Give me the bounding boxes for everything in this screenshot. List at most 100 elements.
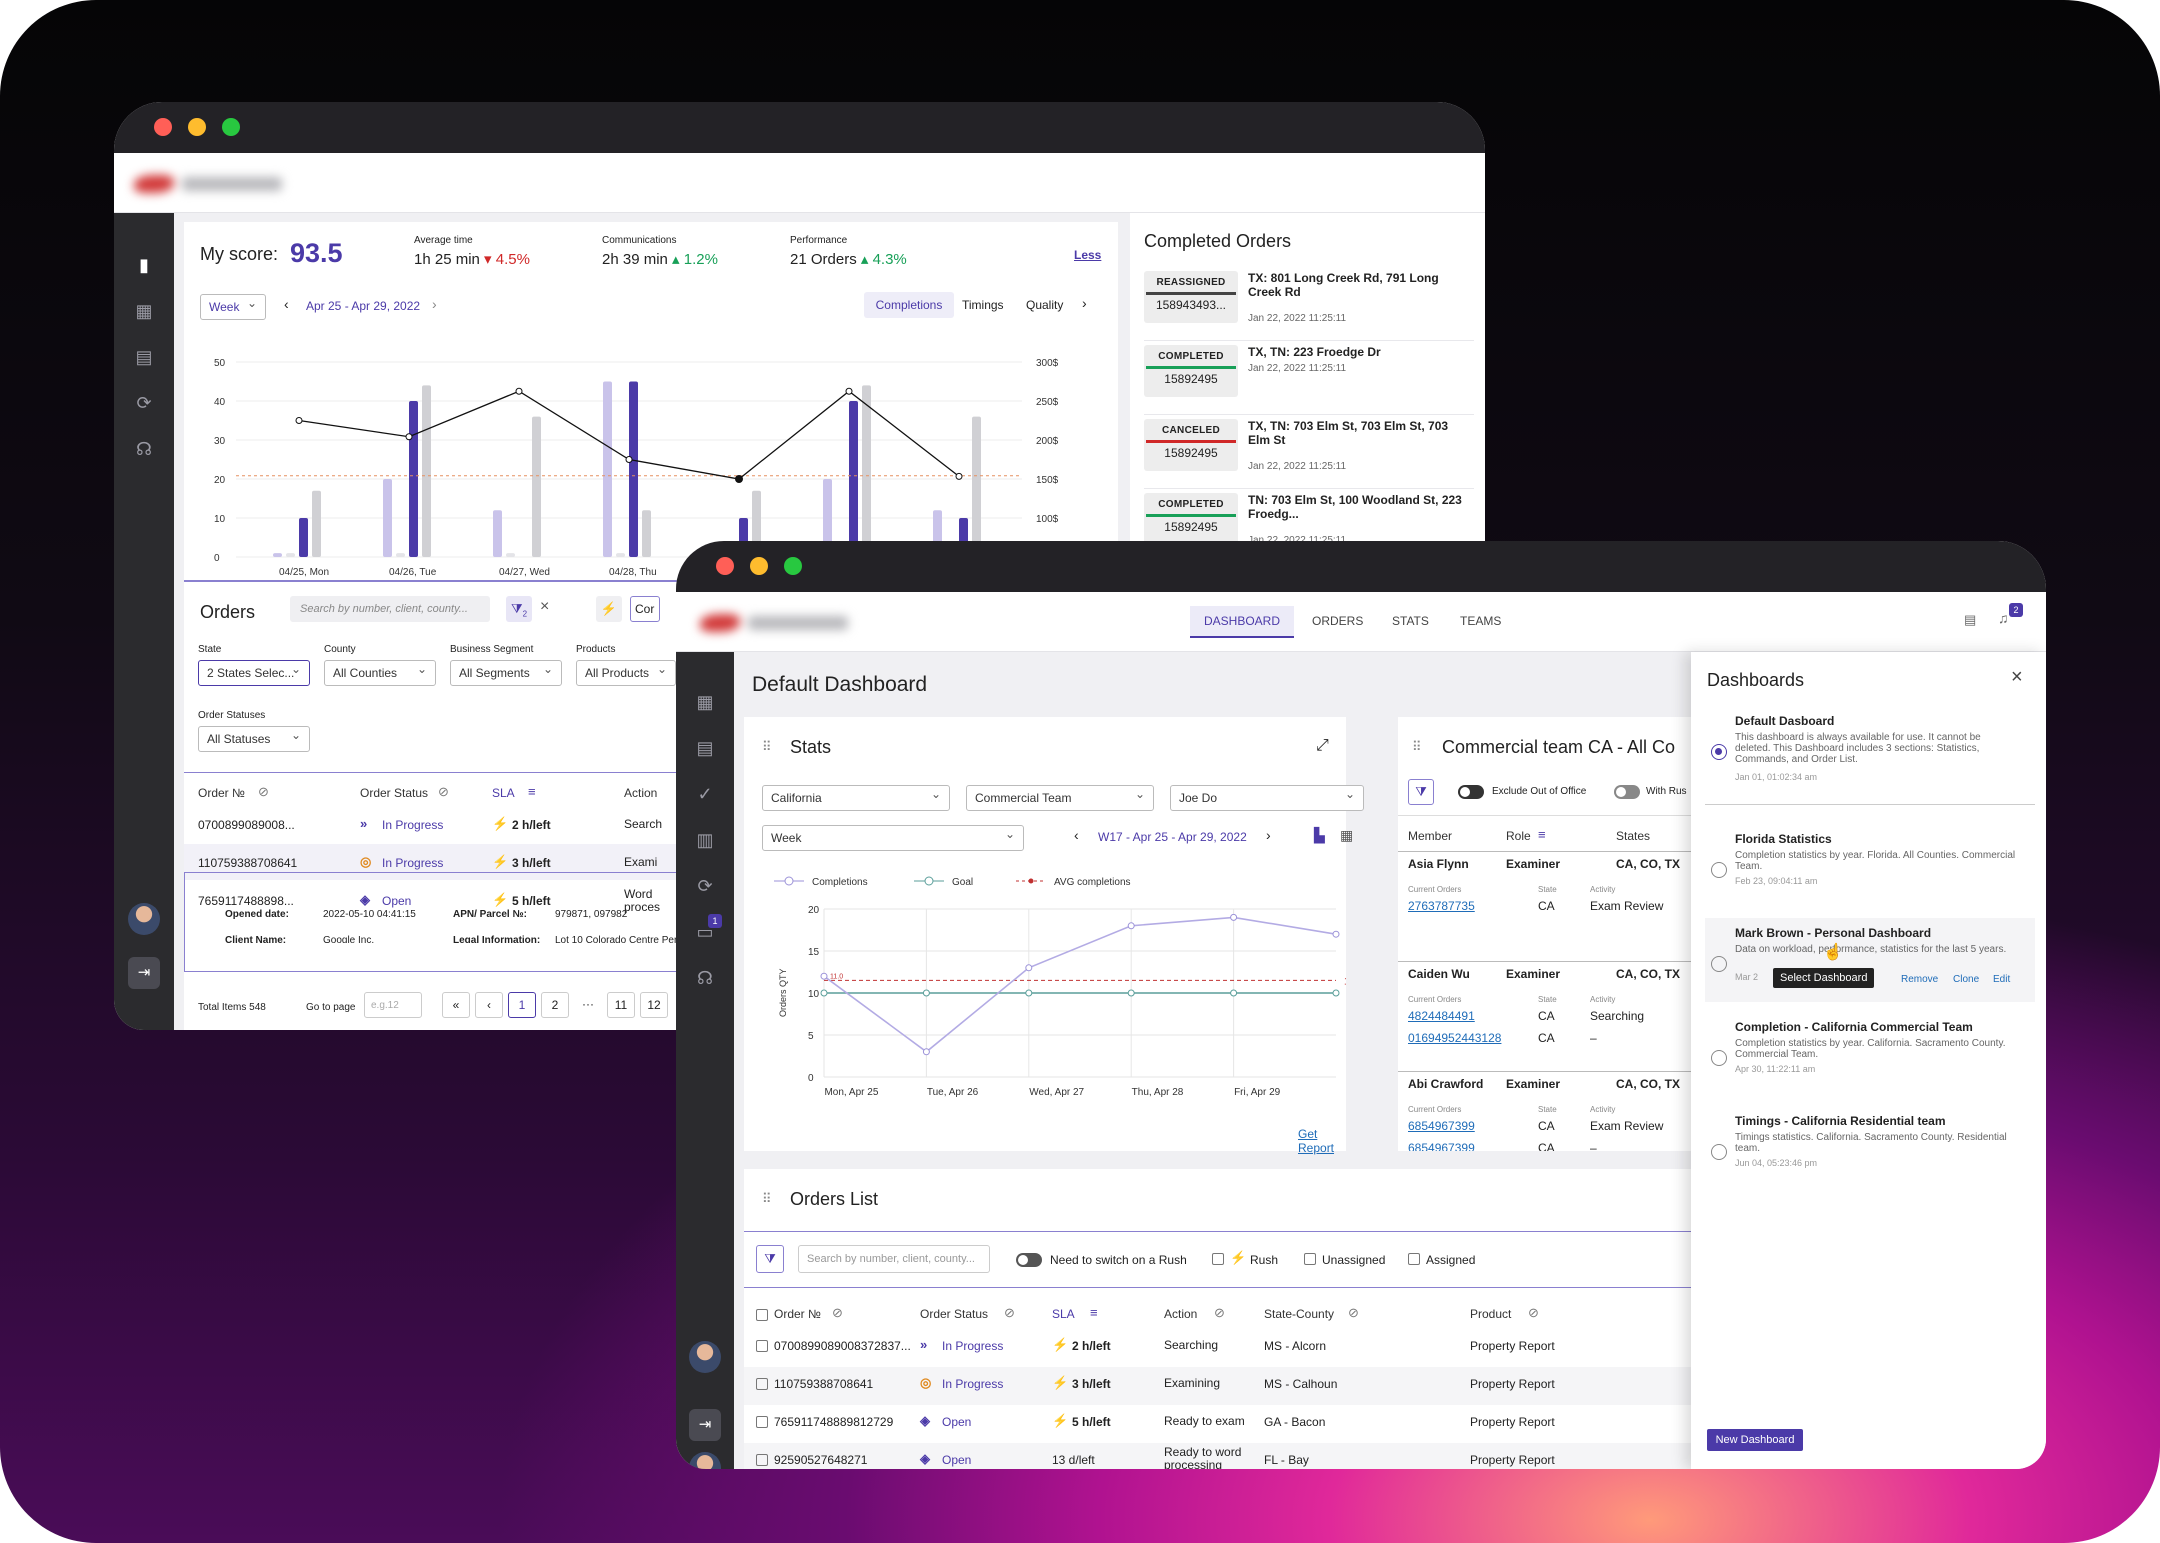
state-select[interactable]: California bbox=[762, 782, 950, 811]
page-button[interactable]: 2 bbox=[541, 992, 569, 1018]
order-link[interactable]: 2763787735 bbox=[1408, 899, 1475, 913]
dashboard-icon[interactable]: ▦ bbox=[135, 301, 153, 321]
dashboard-action-clone[interactable]: Clone bbox=[1953, 974, 1980, 985]
clear-filter-icon[interactable]: × bbox=[540, 598, 550, 615]
minimize-window-button[interactable] bbox=[188, 118, 206, 136]
table-view-icon[interactable]: ▦ bbox=[1340, 827, 1354, 843]
period-select[interactable]: Week bbox=[762, 822, 1024, 851]
dashboard-action-edit[interactable]: Edit bbox=[1993, 974, 2011, 985]
next-week-icon[interactable]: › bbox=[1266, 827, 1271, 843]
avatar[interactable] bbox=[128, 903, 160, 935]
filter-select[interactable]: 2 States Selec... bbox=[198, 657, 310, 686]
sort-filter-icon[interactable]: ⊘ bbox=[1348, 1305, 1359, 1320]
filter-icon[interactable]: ⧩2 bbox=[506, 596, 532, 622]
close-window-button[interactable] bbox=[716, 557, 734, 575]
drag-handle-icon[interactable]: ⠿ bbox=[1412, 739, 1422, 754]
page-button[interactable]: « bbox=[442, 992, 470, 1018]
order-link[interactable]: 6854967399 bbox=[1408, 1141, 1475, 1151]
chart-view-icon[interactable]: ▙ bbox=[1314, 827, 1325, 843]
documents-icon[interactable]: ▤ bbox=[696, 738, 714, 758]
minimize-window-button[interactable] bbox=[750, 557, 768, 575]
maximize-window-button[interactable] bbox=[222, 118, 240, 136]
more-tabs-icon[interactable]: › bbox=[1082, 295, 1087, 311]
close-window-button[interactable] bbox=[154, 118, 172, 136]
avatar[interactable] bbox=[689, 1452, 721, 1469]
select-all-checkbox[interactable] bbox=[756, 1309, 768, 1321]
dashboard-icon[interactable]: ▦ bbox=[696, 692, 714, 712]
period-select[interactable]: Week bbox=[200, 291, 266, 320]
row-checkbox[interactable] bbox=[756, 1454, 768, 1466]
sort-filter-icon[interactable]: ⊘ bbox=[1004, 1305, 1015, 1320]
next-period-icon[interactable]: › bbox=[432, 296, 437, 312]
filter-select[interactable]: All Segments bbox=[450, 657, 562, 686]
sort-filter-icon[interactable]: ⊘ bbox=[832, 1305, 843, 1320]
nav-teams[interactable]: TEAMS bbox=[1460, 614, 1502, 628]
rush-switch-toggle[interactable] bbox=[1016, 1253, 1042, 1267]
fullscreen-icon[interactable]: ⤢ bbox=[1316, 737, 1329, 754]
with-rush-toggle[interactable] bbox=[1614, 785, 1640, 799]
team-select[interactable]: Commercial Team bbox=[966, 782, 1154, 811]
page-button[interactable]: ‹ bbox=[475, 992, 503, 1018]
logout-icon[interactable]: ⇥ bbox=[689, 1409, 721, 1441]
sort-filter-icon[interactable]: ⊘ bbox=[1214, 1305, 1225, 1320]
page-button[interactable]: ··· bbox=[582, 997, 594, 1011]
drag-handle-icon[interactable]: ⠿ bbox=[762, 739, 772, 754]
report-icon[interactable]: ▥ bbox=[696, 830, 714, 850]
support-icon[interactable]: ☊ bbox=[136, 439, 152, 459]
role-filter-icon[interactable]: ≡ bbox=[1538, 827, 1546, 842]
filter-icon[interactable]: ⧩ bbox=[1408, 779, 1434, 805]
unassigned-checkbox[interactable] bbox=[1304, 1253, 1316, 1265]
dashboard-radio[interactable] bbox=[1711, 1144, 1727, 1160]
filter-icon[interactable]: ⧩ bbox=[756, 1245, 784, 1273]
page-button[interactable]: 12 bbox=[640, 992, 668, 1018]
dashboard-action-remove[interactable]: Remove bbox=[1901, 974, 1939, 985]
prev-period-icon[interactable]: ‹ bbox=[284, 296, 289, 312]
nav-dashboard[interactable]: DASHBOARD bbox=[1190, 606, 1294, 638]
goto-page-input[interactable]: e.g.12 bbox=[364, 992, 422, 1018]
order-link[interactable]: 6854967399 bbox=[1408, 1119, 1475, 1133]
nav-orders[interactable]: ORDERS bbox=[1312, 614, 1364, 628]
dashboard-radio[interactable] bbox=[1711, 1050, 1727, 1066]
orders-search-input[interactable]: Search by number, client, county... bbox=[798, 1245, 990, 1273]
stats-icon[interactable]: ▮ bbox=[139, 255, 149, 275]
avatar[interactable] bbox=[689, 1341, 721, 1373]
filter-select[interactable]: All Statuses bbox=[198, 723, 310, 752]
row-checkbox[interactable] bbox=[756, 1340, 768, 1352]
orders-icon[interactable]: ▤ bbox=[135, 347, 153, 367]
filter-select[interactable]: All Counties bbox=[324, 657, 436, 686]
drag-handle-icon[interactable]: ⠿ bbox=[762, 1191, 772, 1206]
filter-select[interactable]: All Products bbox=[576, 657, 676, 686]
nav-stats[interactable]: STATS bbox=[1392, 614, 1429, 628]
page-button[interactable]: 1 bbox=[508, 992, 536, 1018]
dashboard-radio[interactable] bbox=[1711, 744, 1727, 760]
sort-filter-icon[interactable]: ⊘ bbox=[438, 784, 449, 799]
new-dashboard-button[interactable]: New Dashboard bbox=[1707, 1429, 1803, 1451]
column-select[interactable]: Cor bbox=[630, 596, 660, 622]
order-link[interactable]: 4824484491 bbox=[1408, 1009, 1475, 1023]
sort-filter-icon[interactable]: ⊘ bbox=[1528, 1305, 1539, 1320]
prev-week-icon[interactable]: ‹ bbox=[1074, 827, 1079, 843]
order-link[interactable]: 01694952443128 bbox=[1408, 1031, 1502, 1045]
orders-search-input[interactable]: Search by number, client, county... bbox=[290, 596, 490, 622]
check-circle-icon[interactable]: ✓ bbox=[697, 784, 713, 804]
rush-icon[interactable]: ⚡ bbox=[596, 596, 622, 622]
support-icon[interactable]: ☊ bbox=[697, 968, 713, 988]
sync-icon[interactable]: ⟳ bbox=[136, 393, 152, 413]
rush-checkbox[interactable] bbox=[1212, 1253, 1224, 1265]
dashboard-radio[interactable] bbox=[1711, 956, 1727, 972]
notification-bell-icon[interactable]: ♫ bbox=[1998, 610, 2009, 626]
maximize-window-button[interactable] bbox=[784, 557, 802, 575]
get-report-link[interactable]: Get Report bbox=[1298, 1127, 1335, 1155]
close-icon[interactable]: × bbox=[2011, 666, 2023, 688]
sort-filter-icon[interactable]: ⊘ bbox=[258, 784, 269, 799]
logout-icon[interactable]: ⇥ bbox=[128, 957, 160, 989]
tab-quality[interactable]: Quality bbox=[1026, 298, 1064, 312]
row-checkbox[interactable] bbox=[756, 1378, 768, 1390]
page-button[interactable]: 11 bbox=[607, 992, 635, 1018]
tab-timings[interactable]: Timings bbox=[962, 298, 1004, 312]
sort-filter-icon[interactable]: ≡ bbox=[528, 784, 536, 799]
exclude-ooo-toggle[interactable] bbox=[1458, 785, 1484, 799]
less-link[interactable]: Less bbox=[1074, 248, 1102, 262]
member-select[interactable]: Joe Do bbox=[1170, 782, 1364, 811]
calendar-icon[interactable]: ▤ bbox=[1964, 612, 1977, 627]
